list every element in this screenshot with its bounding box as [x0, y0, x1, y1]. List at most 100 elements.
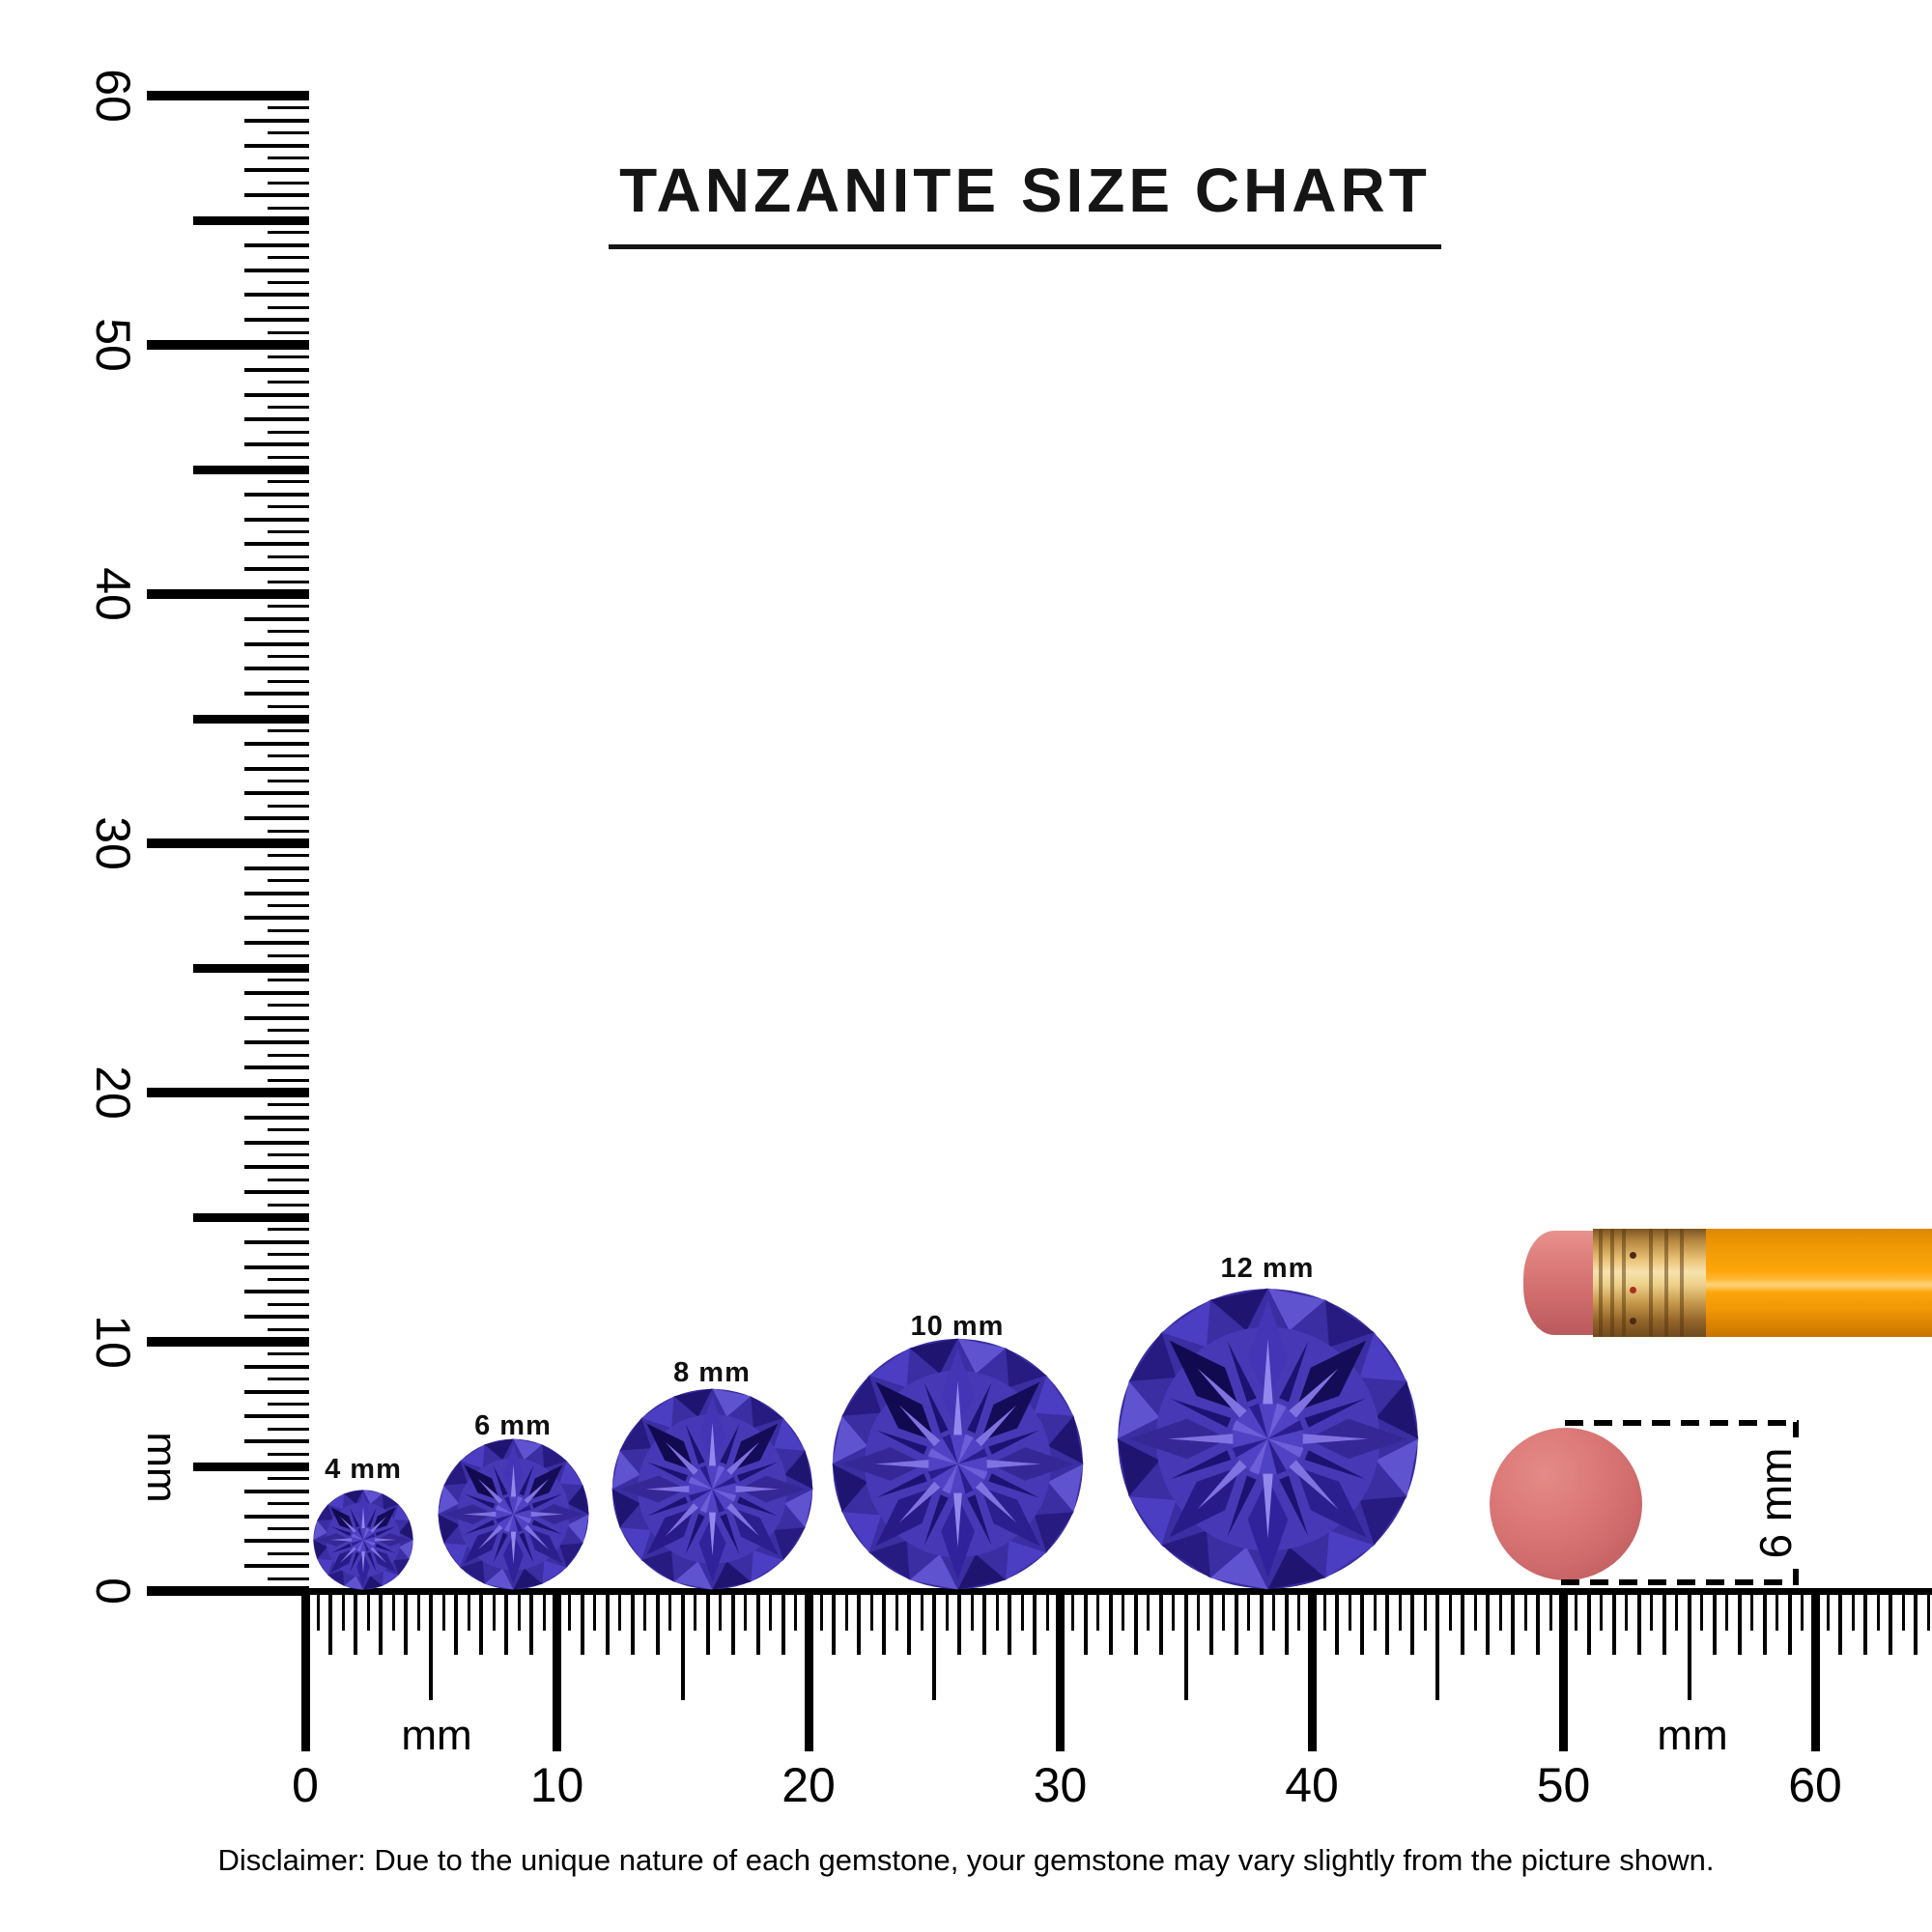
vertical-ruler-tick	[268, 455, 309, 459]
vertical-ruler-tick	[244, 891, 309, 895]
vertical-ruler-tick	[268, 131, 309, 135]
horizontal-ruler-number: 50	[1536, 1758, 1591, 1812]
horizontal-ruler-tick	[1636, 1589, 1641, 1655]
horizontal-ruler-tick	[1423, 1589, 1427, 1631]
gem-size-label: 6 mm	[474, 1410, 552, 1441]
horizontal-ruler-tick	[1272, 1589, 1276, 1631]
horizontal-ruler-tick	[1650, 1589, 1654, 1631]
vertical-ruler-tick	[244, 392, 309, 397]
horizontal-ruler-tick	[492, 1589, 496, 1631]
page-title: TANZANITE SIZE CHART	[619, 156, 1431, 225]
vertical-ruler-tick	[244, 1315, 309, 1320]
horizontal-ruler-tick	[1147, 1589, 1151, 1631]
vertical-ruler-tick	[268, 281, 309, 284]
horizontal-ruler-tick	[1876, 1589, 1880, 1631]
vertical-ruler-number: 10	[86, 1315, 140, 1369]
vertical-ruler-tick	[268, 256, 309, 260]
horizontal-ruler-tick	[920, 1589, 923, 1631]
horizontal-ruler-tick	[1600, 1589, 1604, 1631]
horizontal-ruler-tick	[1373, 1589, 1377, 1631]
vertical-ruler-tick	[244, 667, 309, 671]
vertical-ruler-tick	[244, 143, 309, 148]
vertical-ruler-tick	[268, 1228, 309, 1232]
horizontal-ruler-tick	[1307, 1589, 1317, 1751]
horizontal-ruler-tick	[379, 1589, 384, 1655]
horizontal-ruler-tick	[719, 1589, 723, 1631]
vertical-ruler-tick	[268, 904, 309, 907]
horizontal-ruler-tick	[755, 1589, 760, 1655]
vertical-ruler-tick	[268, 480, 309, 484]
horizontal-ruler-tick	[1096, 1589, 1100, 1631]
horizontal-ruler-tick	[517, 1589, 521, 1631]
vertical-ruler-tick	[244, 242, 309, 247]
ferrule-crimp	[1664, 1229, 1668, 1337]
horizontal-ruler-tick	[832, 1589, 837, 1655]
vertical-ruler-tick	[268, 1153, 309, 1156]
vertical-ruler-number: 20	[86, 1065, 140, 1120]
horizontal-ruler-tick	[1045, 1589, 1049, 1631]
vertical-ruler-tick	[244, 1239, 309, 1244]
vertical-ruler-tick	[268, 305, 309, 309]
measure-cap-bottom	[1793, 1569, 1799, 1582]
tanzanite-gem-icon	[832, 1338, 1083, 1590]
horizontal-ruler-tick	[895, 1589, 898, 1631]
vertical-ruler-tick	[268, 780, 309, 782]
vertical-ruler-number: 0	[86, 1577, 140, 1605]
horizontal-ruler-tick	[819, 1589, 823, 1631]
horizontal-ruler-tick	[568, 1589, 572, 1631]
horizontal-ruler-number: 30	[1033, 1758, 1088, 1812]
horizontal-ruler-tick	[354, 1589, 358, 1655]
horizontal-ruler-baseline	[301, 1588, 1932, 1595]
vertical-ruler-tick	[268, 1178, 309, 1181]
vertical-ruler-tick	[244, 1439, 309, 1444]
eraser-end-view	[1490, 1428, 1642, 1580]
vertical-ruler-tick	[147, 340, 309, 350]
horizontal-ruler-tick	[730, 1589, 735, 1655]
horizontal-ruler-tick	[1247, 1589, 1251, 1631]
vertical-ruler-tick	[244, 1040, 309, 1045]
vertical-ruler-tick	[268, 1253, 309, 1257]
horizontal-ruler-tick	[1056, 1589, 1065, 1751]
measure-cap-top	[1793, 1422, 1799, 1437]
horizontal-ruler-tick	[1901, 1589, 1905, 1631]
measure-line-bottom	[1561, 1579, 1799, 1585]
vertical-ruler-tick	[268, 231, 309, 235]
horizontal-ruler-tick	[1762, 1589, 1767, 1655]
horizontal-ruler-tick	[429, 1589, 434, 1700]
horizontal-ruler-tick	[957, 1589, 962, 1655]
horizontal-ruler-tick	[705, 1589, 710, 1655]
vertical-ruler-tick	[268, 1551, 309, 1555]
horizontal-ruler-number: 40	[1285, 1758, 1339, 1812]
disclaimer-text: Disclaimer: Due to the unique nature of …	[217, 1843, 1715, 1877]
ferrule-crimp	[1599, 1229, 1603, 1337]
vertical-ruler-tick	[268, 1403, 309, 1406]
pencil-ferrule	[1593, 1229, 1708, 1337]
vertical-ruler-number: 60	[86, 69, 140, 123]
vertical-ruler-tick	[244, 1489, 309, 1493]
vertical-ruler-tick	[268, 530, 309, 533]
vertical-ruler-tick	[244, 1165, 309, 1170]
vertical-ruler-tick	[268, 879, 309, 883]
horizontal-ruler-tick	[932, 1589, 937, 1700]
vertical-ruler-tick	[244, 1140, 309, 1145]
horizontal-ruler-tick	[1889, 1589, 1893, 1655]
horizontal-ruler-tick	[1914, 1589, 1918, 1655]
horizontal-ruler-number: 0	[292, 1758, 319, 1812]
horizontal-ruler-tick	[341, 1589, 345, 1631]
vertical-ruler-tick	[193, 1212, 309, 1222]
vertical-ruler-tick	[268, 1502, 309, 1506]
vertical-ruler-tick	[268, 156, 309, 159]
vertical-ruler-tick	[268, 330, 309, 334]
vertical-ruler-tick	[268, 1477, 309, 1481]
horizontal-ruler-tick	[655, 1589, 660, 1655]
horizontal-ruler-tick	[1158, 1589, 1163, 1655]
horizontal-ruler-tick	[1801, 1589, 1804, 1631]
vertical-ruler-tick	[268, 554, 309, 558]
horizontal-ruler-unit-label-right: mm	[1657, 1712, 1728, 1759]
vertical-ruler-tick	[244, 1015, 309, 1020]
vertical-ruler-tick	[147, 589, 309, 599]
vertical-ruler-tick	[268, 580, 309, 583]
vertical-ruler-tick	[244, 941, 309, 946]
tanzanite-gem-icon	[611, 1388, 813, 1590]
horizontal-ruler-tick	[1863, 1589, 1868, 1655]
